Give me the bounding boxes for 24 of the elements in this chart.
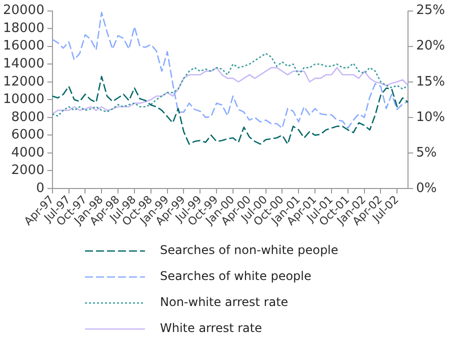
y-tick-label: 18000 <box>2 20 44 36</box>
y-tick-label: 16000 <box>2 38 44 54</box>
y-tick-label: 12000 <box>2 74 44 90</box>
legend-label: White arrest rate <box>160 321 262 336</box>
y-tick-label: 14000 <box>2 56 44 72</box>
y-tick-label: 10000 <box>2 92 44 108</box>
line-series <box>52 76 409 145</box>
y-tick-label: 6000 <box>11 128 44 143</box>
y-tick-label: 0 <box>36 180 44 196</box>
y2-tick-label: 0% <box>416 180 437 196</box>
y-tick-label: 2000 <box>11 163 44 178</box>
y2-tick-label: 5% <box>416 145 437 160</box>
legend-label: Non-white arrest rate <box>160 295 288 310</box>
y-tick-label: 8000 <box>11 110 44 125</box>
line-series <box>52 52 409 117</box>
y-tick-label: 20000 <box>2 3 44 18</box>
y2-tick-label: 20% <box>416 38 446 54</box>
legend-label: Searches of white people <box>160 269 312 284</box>
y2-tick-label: 10% <box>416 110 446 125</box>
y2-tick-label: 25% <box>416 3 446 18</box>
legend-label: Searches of non-white people <box>160 243 338 258</box>
line-series <box>52 12 409 129</box>
y-tick-label: 4000 <box>11 145 44 160</box>
y2-tick-label: 15% <box>416 74 446 90</box>
